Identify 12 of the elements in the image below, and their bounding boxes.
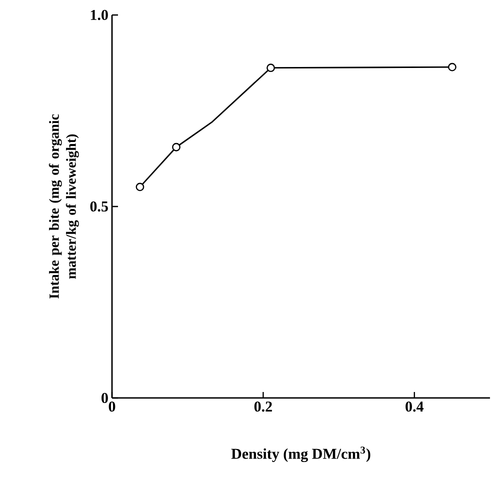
y-axis-title: Intake per bite (mg of organic matter/kg of liveweight) xyxy=(48,114,79,299)
point xyxy=(172,142,180,152)
y-tick-label: 1.0 xyxy=(90,10,108,20)
x-axis-title: Density (mg DM/cm$^{3}$) xyxy=(231,446,370,462)
x-tick-label: 0.2 xyxy=(254,402,272,412)
y-tick-label: 0 xyxy=(102,392,108,404)
point xyxy=(448,62,456,72)
point xyxy=(266,64,275,72)
x-tick-label: 0 xyxy=(108,402,116,412)
y-tick-label: 0.5 xyxy=(90,201,108,212)
x-tick-label: 0.4 xyxy=(406,402,424,412)
point xyxy=(136,182,144,192)
